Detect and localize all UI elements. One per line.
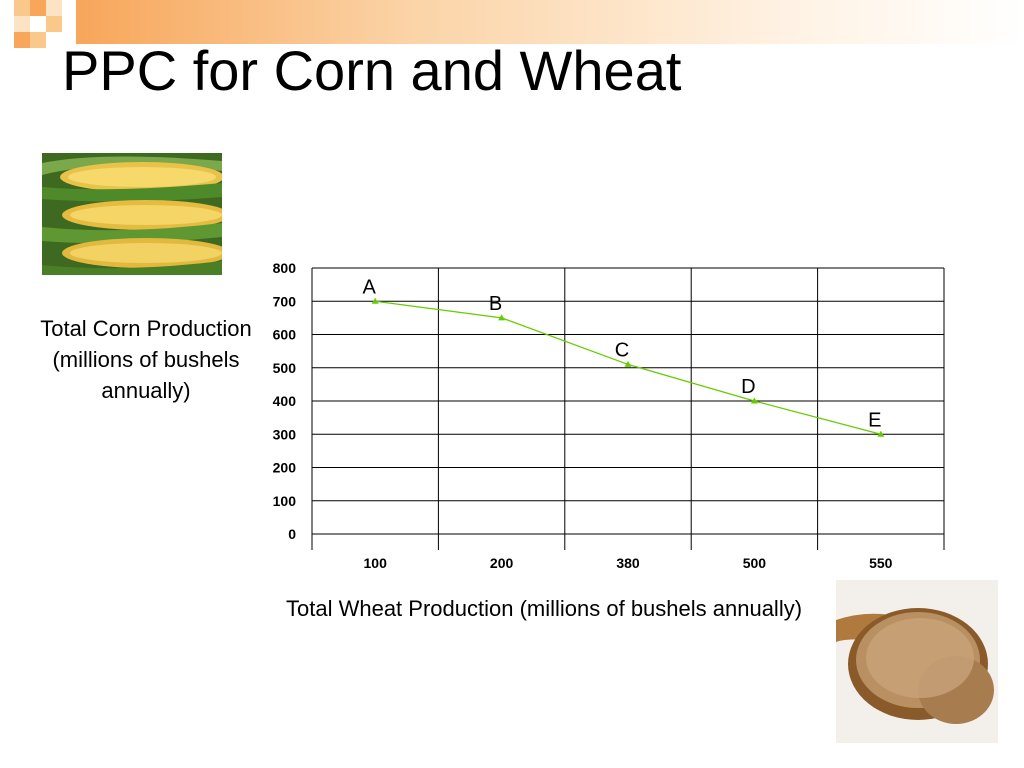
x-tick-label: 200 bbox=[490, 555, 514, 571]
y-tick-label: 0 bbox=[288, 526, 296, 542]
corn-photo bbox=[42, 153, 222, 275]
data-point-label: A bbox=[363, 276, 377, 298]
y-tick-label: 700 bbox=[273, 293, 297, 309]
data-point-label: B bbox=[489, 293, 502, 315]
x-axis-caption: Total Wheat Production (millions of bush… bbox=[286, 596, 803, 621]
y-tick-label: 600 bbox=[273, 327, 297, 343]
x-tick-label: 100 bbox=[364, 555, 388, 571]
header-accent-square bbox=[30, 32, 46, 48]
data-point-label: E bbox=[868, 409, 881, 431]
data-point bbox=[877, 430, 885, 437]
y-tick-label: 800 bbox=[273, 260, 297, 276]
y-tick-label: 300 bbox=[273, 426, 297, 442]
header-accent-bar bbox=[76, 0, 1024, 44]
data-point bbox=[624, 360, 632, 367]
wheat-photo bbox=[836, 580, 998, 743]
data-point-label: C bbox=[615, 339, 629, 361]
y-tick-label: 200 bbox=[273, 460, 297, 476]
data-point-label: D bbox=[741, 376, 755, 398]
slide-title: PPC for Corn and Wheat bbox=[62, 39, 682, 102]
y-axis-caption: Total Corn Production (millions of bushe… bbox=[40, 316, 252, 403]
y-tick-label: 100 bbox=[273, 493, 297, 509]
x-tick-label: 500 bbox=[743, 555, 767, 571]
data-point bbox=[498, 314, 506, 321]
y-tick-label: 500 bbox=[273, 360, 297, 376]
data-point bbox=[371, 297, 379, 304]
header-accent-square bbox=[14, 16, 30, 32]
x-tick-label: 550 bbox=[869, 555, 893, 571]
header-accent-square bbox=[14, 32, 30, 48]
x-tick-label: 380 bbox=[616, 555, 640, 571]
header-accent-square bbox=[46, 0, 62, 16]
header-accent-square bbox=[46, 16, 62, 32]
data-point bbox=[750, 397, 758, 404]
header-accent-square bbox=[14, 0, 30, 16]
header-accent-square bbox=[30, 0, 46, 16]
y-tick-label: 400 bbox=[273, 393, 297, 409]
